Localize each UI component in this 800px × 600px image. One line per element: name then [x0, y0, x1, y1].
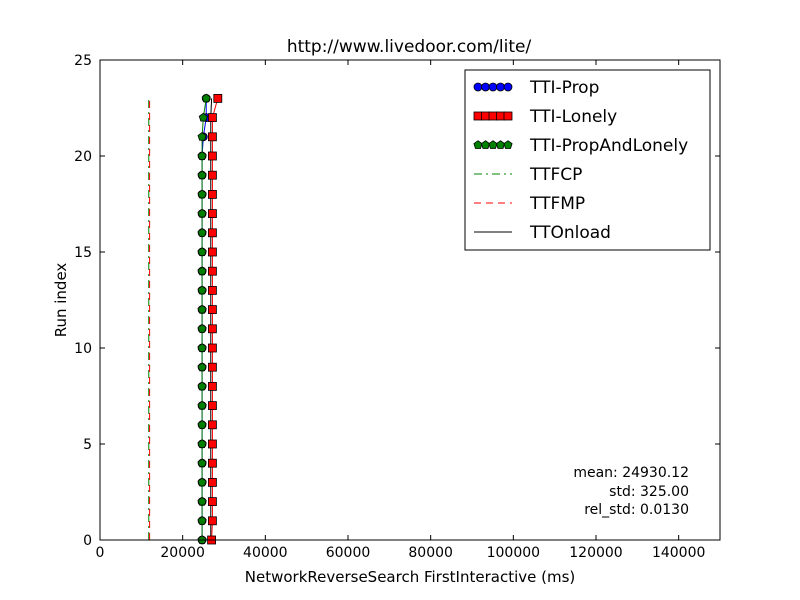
- y-tick-label: 15: [74, 245, 92, 261]
- data-point-tti-lonely: [208, 458, 217, 468]
- x-tick-label: 0: [96, 545, 105, 561]
- data-point-tti-lonely: [208, 420, 217, 430]
- legend-marker-tti-lonely: [473, 111, 483, 121]
- data-point-tti-lonely: [208, 497, 217, 507]
- legend-label-tti-propandlonely: TTI-PropAndLonely: [529, 136, 688, 156]
- data-point-tti-lonely: [208, 439, 217, 449]
- data-point-tti-propandlonely: [197, 381, 207, 391]
- data-point-tti-lonely: [208, 151, 217, 161]
- data-point-tti-propandlonely: [197, 189, 207, 199]
- x-tick-label: 100000: [487, 545, 540, 561]
- legend: TTI-Prop TTI-Lonely TTI-PropAndLonely TTFCP…: [464, 69, 711, 251]
- data-point-tti-lonely: [208, 401, 217, 411]
- data-point-tti-lonely: [213, 94, 223, 103]
- data-point-tti-propandlonely: [197, 343, 207, 352]
- data-point-tti-lonely: [208, 132, 217, 142]
- data-point-tti-propandlonely: [197, 362, 207, 372]
- series-line-tti-propandlonely: [201, 98, 207, 540]
- x-tick-label: 80000: [408, 545, 453, 561]
- data-point-tti-lonely: [208, 170, 217, 180]
- legend-marker-tti-prop: [488, 82, 498, 92]
- legend-marker-tti-lonely: [496, 111, 505, 121]
- legend-marker-tti-propandlonely: [488, 140, 498, 149]
- data-point-tti-propandlonely: [197, 247, 207, 256]
- data-point-tti-propandlonely: [197, 496, 207, 506]
- data-point-tti-lonely: [208, 209, 217, 219]
- legend-marker-tti-propandlonely: [473, 140, 483, 149]
- data-point-tti-propandlonely: [197, 170, 207, 180]
- data-point-tti-lonely: [208, 285, 217, 295]
- legend-marker-tti-lonely: [503, 111, 513, 121]
- legend-marker-tti-propandlonely: [480, 140, 491, 149]
- data-point-tti-propandlonely: [197, 208, 207, 218]
- legend-marker-tti-prop: [503, 82, 513, 92]
- series-line-tti-prop: [201, 98, 207, 540]
- y-axis-label: Run index: [52, 263, 70, 338]
- stats-rel-std: rel_std: 0.0130: [584, 502, 689, 518]
- data-point-tti-propandlonely: [197, 266, 207, 276]
- x-tick-label: 140000: [652, 545, 705, 561]
- data-point-tti-propandlonely: [197, 132, 207, 141]
- stats-mean: mean: 24930.12: [573, 465, 689, 481]
- data-point-tti-propandlonely: [197, 477, 207, 487]
- data-point-tti-lonely: [208, 343, 217, 353]
- legend-box: [464, 69, 711, 251]
- data-point-tti-lonely: [208, 189, 217, 199]
- chart-title: http://www.livedoor.com/lite/: [287, 37, 532, 57]
- series-line-ttonload: [210, 98, 213, 540]
- stats-annotation: mean: 24930.12 std: 325.00 rel_std: 0.01…: [573, 465, 689, 518]
- y-tick-label: 0: [83, 533, 92, 549]
- legend-label-ttonload: TTOnload: [529, 223, 611, 243]
- data-point-tti-lonely: [208, 477, 217, 487]
- legend-marker-tti-propandlonely: [495, 140, 506, 149]
- stats-std: std: 325.00: [609, 484, 689, 500]
- legend-marker-tti-lonely: [481, 111, 490, 121]
- legend-marker-tti-prop: [496, 82, 505, 92]
- legend-label-ttfcp: TTFCP: [529, 165, 582, 185]
- legend-label-tti-lonely: TTI-Lonely: [529, 107, 617, 127]
- legend-label-ttfmp: TTFMP: [529, 194, 585, 214]
- data-point-tti-lonely: [208, 266, 217, 276]
- data-point-tti-propandlonely: [197, 458, 207, 468]
- y-tick-label: 20: [74, 149, 92, 165]
- data-point-tti-lonely: [208, 228, 217, 238]
- data-point-tti-lonely: [208, 324, 217, 334]
- data-point-tti-propandlonely: [197, 420, 207, 429]
- x-tick-label: 20000: [160, 545, 205, 561]
- legend-marker-tti-lonely: [488, 111, 498, 121]
- data-point-tti-lonely: [208, 362, 217, 372]
- legend-marker-tti-prop: [481, 82, 490, 92]
- y-tick-label: 10: [74, 341, 92, 357]
- x-tick-label: 40000: [243, 545, 288, 561]
- data-point-tti-lonely: [208, 113, 217, 122]
- data-point-tti-propandlonely: [197, 400, 207, 410]
- data-point-tti-propandlonely: [197, 151, 207, 160]
- y-tick-label: 5: [83, 437, 92, 453]
- data-point-tti-propandlonely: [201, 93, 211, 103]
- x-tick-label: 120000: [569, 545, 622, 561]
- legend-marker-tti-propandlonely: [503, 140, 513, 149]
- legend-marker-tti-prop: [473, 82, 483, 92]
- x-tick-label: 60000: [326, 545, 371, 561]
- data-point-tti-propandlonely: [197, 439, 207, 448]
- data-point-tti-propandlonely: [197, 304, 207, 314]
- legend-label-tti-prop: TTI-Prop: [529, 78, 599, 98]
- data-point-tti-propandlonely: [197, 324, 207, 333]
- data-point-tti-lonely: [208, 247, 217, 257]
- plot-frame: [99, 59, 721, 541]
- data-point-tti-lonely: [208, 381, 217, 391]
- data-point-tti-propandlonely: [197, 285, 207, 295]
- data-point-tti-lonely: [208, 516, 217, 526]
- plot-area: [148, 93, 223, 545]
- x-axis-label: NetworkReverseSearch FirstInteractive (m…: [245, 568, 576, 586]
- axis-ticks: 0 20000 40000 60000 80000 100000 120000 140000 0…: [74, 53, 720, 561]
- y-tick-label: 25: [74, 53, 92, 69]
- data-point-tti-propandlonely: [198, 112, 208, 122]
- data-point-tti-propandlonely: [197, 516, 207, 525]
- data-point-tti-propandlonely: [197, 228, 207, 237]
- series-line-tti-lonely: [211, 98, 219, 541]
- data-point-tti-lonely: [208, 305, 217, 315]
